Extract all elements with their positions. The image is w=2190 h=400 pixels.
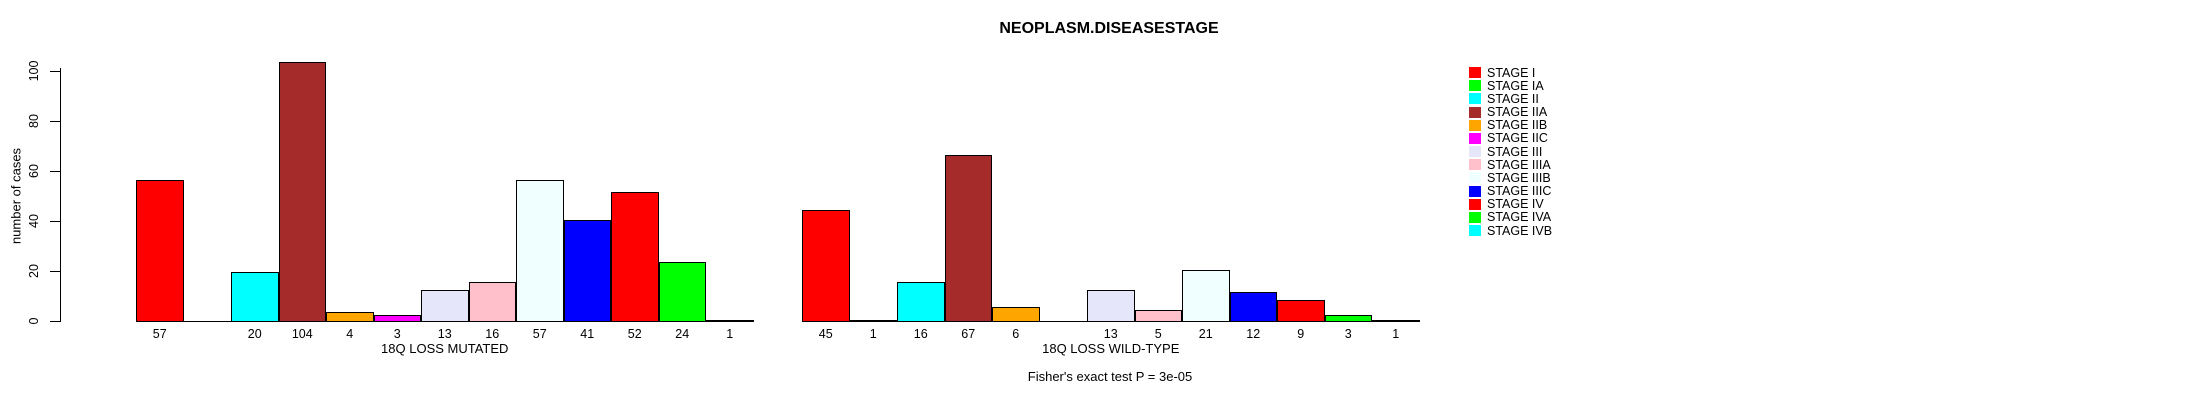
bar-stage-iiib: [1182, 269, 1230, 322]
bar-stage-iii: [1087, 289, 1135, 322]
bar-value-label: 45: [818, 327, 833, 341]
bar-value-label: 41: [580, 327, 595, 341]
bar-stage-iiia: [1134, 309, 1182, 322]
bar-value-label: 21: [1198, 327, 1213, 341]
bar-stage-iv: [1277, 299, 1325, 322]
bar-value-label: 67: [961, 327, 976, 341]
legend-swatch-stage-ii: [1469, 93, 1481, 105]
bar-stage-iib: [326, 312, 374, 322]
legend-swatch-stage-iv: [1469, 198, 1481, 210]
y-tick-label: 40: [27, 214, 41, 228]
bar-value-label: 1: [869, 327, 877, 341]
bar-stage-iii: [421, 289, 469, 322]
bar-value-label: 5: [1154, 327, 1162, 341]
bar-value-label: 57: [152, 327, 167, 341]
chart-title: NEOPLASM.DISEASESTAGE: [999, 20, 1219, 37]
legend-label-stage-iiib: STAGE IIIB: [1487, 170, 1551, 185]
bar-stage-ii: [897, 282, 945, 322]
bar-stage-iva: [658, 262, 706, 322]
legend-label-stage-ii: STAGE II: [1487, 91, 1539, 106]
bar-value-label: 24: [675, 327, 690, 341]
y-tick-label: 0: [27, 317, 41, 325]
bar-value-label: 104: [291, 327, 313, 341]
legend-swatch-stage-iib: [1469, 119, 1481, 131]
bar-stage-iia: [278, 62, 326, 322]
y-tick: [50, 171, 60, 172]
y-tick: [50, 121, 60, 122]
y-tick: [50, 71, 60, 72]
bar-stage-ivb: [706, 319, 754, 322]
legend-label-stage-i: STAGE I: [1487, 65, 1536, 80]
legend-swatch-stage-iiib: [1469, 172, 1481, 184]
bar-stage-iiia: [468, 282, 516, 322]
legend-label-stage-iib: STAGE IIB: [1487, 118, 1548, 133]
y-axis: [60, 68, 61, 322]
legend-swatch-stage-iva: [1469, 211, 1481, 223]
bar-value-label: 6: [1012, 327, 1020, 341]
legend-swatch-stage-ivb: [1469, 225, 1481, 237]
bar-stage-i: [136, 179, 184, 322]
legend-label-stage-iva: STAGE IVA: [1487, 210, 1552, 225]
legend-swatch-stage-iiic: [1469, 185, 1481, 197]
y-tick: [50, 321, 60, 322]
y-tick: [50, 271, 60, 272]
bar-stage-i: [802, 209, 850, 322]
bar-value-label: 57: [532, 327, 547, 341]
bar-stage-ii: [231, 272, 279, 322]
bar-value-label: 3: [1344, 327, 1352, 341]
bar-stage-iv: [611, 192, 659, 322]
bar-value-label: 52: [627, 327, 642, 341]
bar-stage-ia: [849, 319, 897, 322]
legend-swatch-stage-iii: [1469, 146, 1481, 158]
legend-swatch-stage-ia: [1469, 80, 1481, 92]
bar-value-label: 12: [1246, 327, 1261, 341]
legend-label-stage-ia: STAGE IA: [1487, 78, 1544, 93]
bar-value-label: 16: [485, 327, 500, 341]
bar-stage-iiic: [563, 219, 611, 322]
y-tick-label: 20: [27, 264, 41, 278]
legend-swatch-stage-iiia: [1469, 159, 1481, 171]
bar-value-label: 13: [437, 327, 452, 341]
bar-stage-iiib: [516, 179, 564, 322]
legend-swatch-stage-i: [1469, 67, 1481, 78]
bar-value-label: 20: [247, 327, 262, 341]
group-label-18q-loss-mutated: 18Q LOSS MUTATED: [381, 341, 509, 356]
group-label-18q-loss-wild-type: 18Q LOSS WILD-TYPE: [1042, 341, 1180, 356]
bar-value-label: 13: [1103, 327, 1118, 341]
bar-stage-iia: [944, 154, 992, 322]
bar-value-label: 1: [1392, 327, 1400, 341]
legend-label-stage-iia: STAGE IIA: [1487, 105, 1548, 119]
y-tick-label: 60: [27, 164, 41, 178]
y-tick: [50, 221, 60, 222]
bar-value-label: 1: [726, 327, 734, 341]
bar-stage-iic: [373, 314, 421, 322]
legend-swatch-stage-iic: [1469, 132, 1481, 144]
bar-value-label: 4: [346, 327, 354, 341]
bar-stage-iva: [1324, 314, 1372, 322]
legend-swatch-stage-iia: [1469, 106, 1481, 118]
bar-stage-iiic: [1229, 292, 1277, 322]
y-tick-label: 80: [27, 114, 41, 128]
bar-value-label: 9: [1297, 327, 1305, 341]
bar-value-label: 16: [913, 327, 928, 341]
y-axis-title: number of cases: [8, 147, 24, 245]
legend-label-stage-iiia: STAGE IIIA: [1487, 157, 1551, 172]
legend-label-stage-iii: STAGE III: [1487, 144, 1543, 159]
legend-label-stage-iv: STAGE IV: [1487, 197, 1544, 212]
y-tick-label: 100: [27, 60, 41, 82]
bar-value-label: 3: [393, 327, 401, 341]
legend-label-stage-iiic: STAGE IIIC: [1487, 184, 1552, 199]
bar-stage-ivb: [1372, 319, 1420, 322]
fisher-test-annotation: Fisher's exact test P = 3e-05: [1027, 369, 1193, 384]
legend-label-stage-iic: STAGE IIC: [1487, 131, 1548, 146]
legend-label-stage-ivb: STAGE IVB: [1487, 223, 1553, 238]
bar-stage-iib: [992, 307, 1040, 322]
